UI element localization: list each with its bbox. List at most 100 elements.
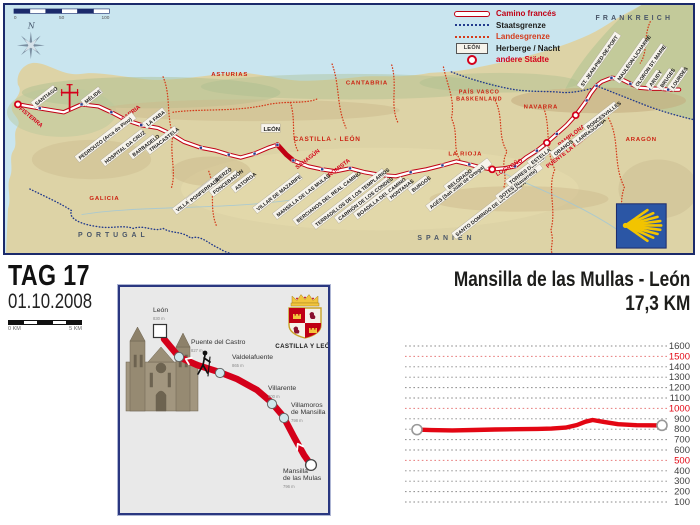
terrain-shading (511, 87, 687, 114)
window (149, 372, 153, 388)
circle (202, 350, 208, 356)
stage-tick (408, 170, 413, 175)
stage-tick (38, 106, 42, 111)
stop-label-box (443, 168, 471, 193)
y-tick-label: 1400 (669, 362, 690, 373)
scale-label-start: 0 KM (8, 326, 21, 332)
stage-route-line (160, 335, 315, 469)
compass-n-label: N (27, 22, 36, 31)
circle (304, 296, 306, 299)
waypoint-marker-square (152, 323, 168, 339)
lion-glyph (309, 312, 316, 319)
waypoint-altitude: 796 m (283, 484, 295, 489)
scale-label-end: 5 KM (69, 326, 82, 332)
province-border (543, 107, 556, 253)
elevation-chart: 1600150014001300120011001000900800700600… (405, 341, 690, 508)
waypoint-label: Villamoros de Mansilla (291, 402, 326, 416)
terrain-shading (200, 73, 500, 100)
stop-label-box (208, 169, 241, 198)
endpoint-marker (411, 423, 423, 436)
stage-detail-map: León 830 m Puente del Castro 827 m Valdelafu… (125, 294, 328, 489)
stop-label-box (352, 176, 406, 220)
waypoint-marker (278, 412, 290, 424)
y-tick-label: 800 (674, 424, 690, 435)
region-label: ARAGÓN (626, 135, 657, 143)
stage-tick (252, 151, 257, 156)
city-ring (542, 138, 551, 147)
stop-label-box (630, 42, 668, 90)
endpoint-marker (656, 419, 668, 432)
map-scale-bar: 0 50 100 (13, 8, 110, 21)
stop-label-text: LEÓN (263, 125, 280, 133)
day-block: TAG 17 01.10.2008 0 KM 5 KM (8, 262, 118, 332)
detail-region-label: CASTILLA Y LEÓN (275, 342, 328, 350)
waypoint-marker-end (304, 458, 318, 472)
stage-tick (139, 123, 143, 127)
rose-window (155, 362, 167, 374)
scale-segment (77, 8, 94, 14)
line (202, 354, 206, 366)
day-date-text: 01.10.2008 (8, 290, 93, 313)
overview-map: N 0 50 100 FRANKREICH PORTUGAL SPANIEN GALICIA A… (6, 5, 693, 253)
scale-bar-segments (8, 320, 82, 325)
stop-label: LEÓN (260, 123, 281, 133)
province-border (331, 63, 347, 129)
stage-tick (109, 110, 114, 114)
waypoint-altitude: 798 m (291, 418, 303, 423)
route-direction-chevron (296, 442, 305, 451)
province-border (289, 101, 299, 153)
stop-label-box (74, 112, 137, 163)
region-label: GALICIA (89, 196, 119, 202)
province-border (442, 66, 462, 163)
stage-tick (535, 148, 539, 153)
state-border (450, 71, 693, 121)
stage-tick (275, 143, 280, 147)
stop-label-box (100, 128, 147, 167)
herberge-box-swatch-icon: LEÓN (454, 42, 490, 54)
scallop-logo-icon (615, 203, 667, 249)
terrain-shading (429, 186, 609, 212)
day-title: TAG 17 (8, 262, 118, 291)
stage-tick (348, 166, 352, 171)
scale-tick-label: 0 (14, 15, 17, 21)
stage-tick (226, 152, 231, 157)
scale-segment (29, 8, 47, 14)
waypoint-label: Villarente (268, 385, 296, 392)
legend-label: Staatsgrenze (496, 20, 546, 30)
stage-title-text: Mansilla de las Mullas - León (453, 268, 690, 291)
detail-scale-bar: 0 KM 5 KM (8, 320, 82, 332)
line (202, 364, 209, 374)
province-border (172, 97, 319, 113)
stop-label-box (252, 172, 304, 214)
hiker-icon (197, 350, 211, 377)
elevation-line (414, 417, 665, 433)
city-ring (571, 111, 580, 120)
waypoint-altitude: 830 m (153, 316, 165, 321)
stage-tick (609, 76, 614, 80)
scale-tick-label: 50 (59, 15, 65, 21)
elevation-chart-panel: 1600 1500 1400 1300 1200 1100 1000 900 800 700 600… (400, 338, 700, 510)
stage-tick (467, 162, 472, 167)
portal (155, 390, 167, 412)
stage-tick (291, 158, 296, 163)
path (129, 326, 146, 342)
line (197, 364, 204, 375)
y-tick-label: 1600 (669, 341, 690, 352)
stop-label-box (185, 177, 218, 206)
scale-segment (13, 8, 31, 14)
scale-segment (45, 8, 62, 14)
region-label: LA RIOJA (448, 152, 482, 158)
legend-item: Staatsgrenze (454, 21, 644, 30)
legend-item: Landesgrenze (454, 32, 644, 41)
province-border (208, 170, 218, 228)
stage-detail-map-panel: León 830 m Puente del Castro 827 m Valdelafu… (118, 285, 330, 515)
lion-glyph (293, 326, 300, 334)
stop-label-box (127, 134, 158, 160)
stop-label-box (144, 125, 180, 155)
state-border-swatch-icon (454, 24, 490, 26)
stop-label-box (260, 123, 281, 133)
y-tick-label: 1200 (669, 383, 690, 394)
legend-item: andere Städte (454, 54, 644, 65)
scale-segment (67, 320, 82, 325)
stop-label-box (576, 31, 622, 90)
